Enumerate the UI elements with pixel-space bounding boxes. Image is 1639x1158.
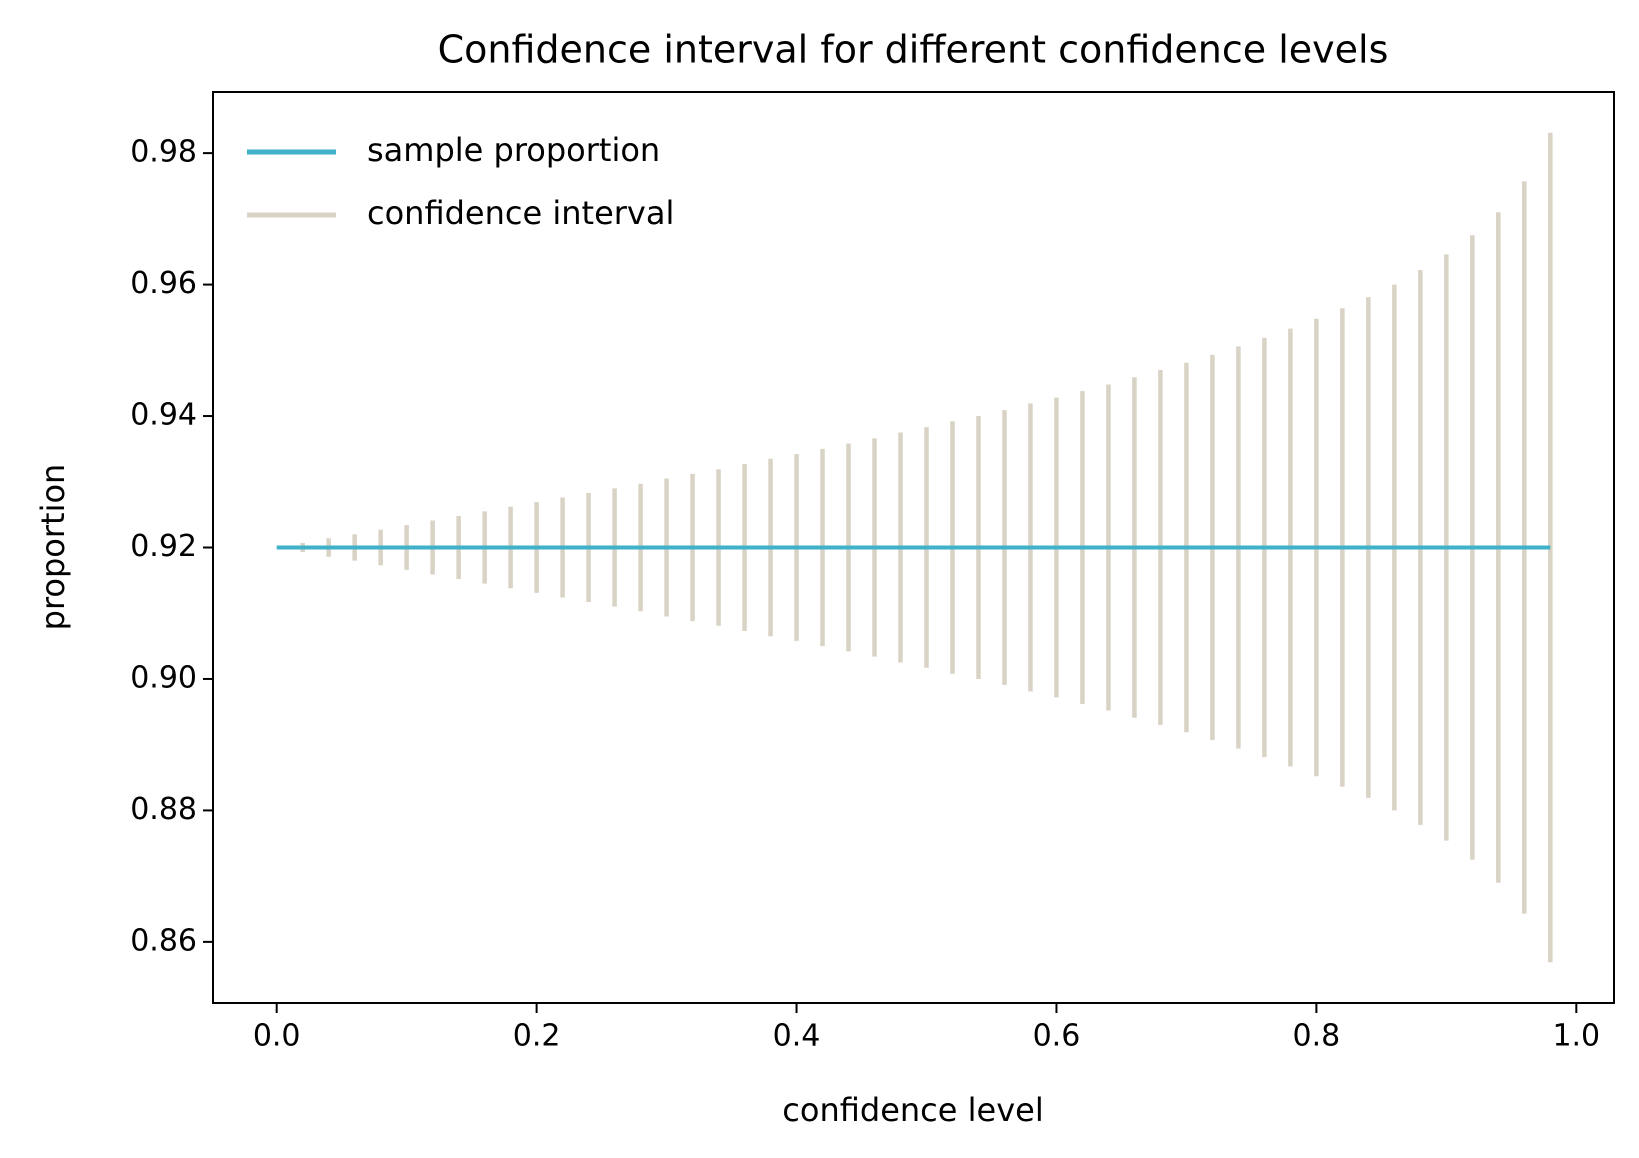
y-tick-label: 0.88	[130, 792, 197, 827]
y-tick-label: 0.90	[130, 660, 197, 695]
y-axis-label: proportion	[34, 464, 72, 631]
x-tick-label: 0.6	[1033, 1019, 1081, 1054]
chart-title: Confidence interval for different confid…	[438, 28, 1389, 72]
y-tick-label: 0.92	[130, 529, 197, 564]
y-tick-label: 0.86	[130, 923, 197, 958]
y-tick-label: 0.96	[130, 266, 197, 301]
x-tick-label: 0.0	[253, 1019, 301, 1054]
x-tick-label: 1.0	[1552, 1019, 1600, 1054]
x-tick-label: 0.2	[513, 1019, 561, 1054]
legend-label: confidence interval	[367, 194, 674, 232]
y-tick-label: 0.94	[130, 398, 197, 433]
x-axis-label: confidence level	[782, 1091, 1043, 1129]
x-tick-label: 0.4	[773, 1019, 821, 1054]
x-tick-label: 0.8	[1293, 1019, 1341, 1054]
plot-frame	[212, 91, 1615, 1004]
y-tick-label: 0.98	[130, 135, 197, 170]
legend-label: sample proportion	[367, 131, 660, 169]
